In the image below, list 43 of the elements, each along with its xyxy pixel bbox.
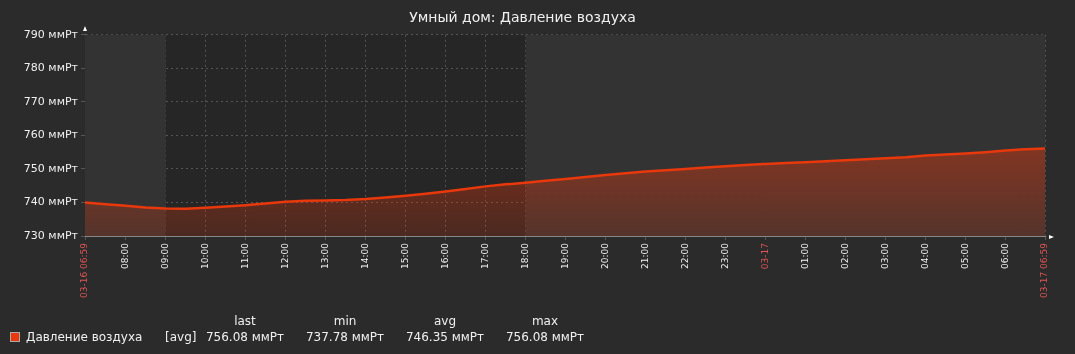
x-tick-label: 15:00 — [400, 242, 411, 269]
x-tick-label: 03-17 — [760, 243, 771, 270]
x-tick-label: 03-16 06:59 — [79, 242, 90, 298]
x-tick-label: 10:00 — [200, 242, 211, 269]
y-tick-label: 760 ммРт — [23, 128, 79, 142]
text: max — [531, 314, 559, 328]
y-tick-label: 770 ммРт — [23, 94, 79, 108]
x-tick-label: 13:00 — [320, 242, 331, 269]
text: [avg] — [165, 330, 197, 344]
x-tick-label: 17:00 — [480, 242, 491, 269]
text: min — [333, 314, 357, 328]
text: 756.08 ммРт — [505, 330, 585, 344]
text: last — [234, 314, 256, 328]
text: 737.78 ммРт — [305, 330, 385, 344]
x-tick-label: 22:00 — [680, 242, 691, 269]
y-tick-label: 730 ммРт — [23, 228, 79, 242]
text: 746.35 ммРт — [405, 330, 485, 344]
x-tick-label: 04:00 — [920, 242, 931, 269]
x-tick-label: 02:00 — [840, 242, 851, 269]
chart-title: Умный дом: Давление воздуха — [409, 9, 636, 26]
x-tick-label: 03-17 06:59 — [1039, 242, 1050, 298]
y-tick-label: 790 ммРт — [23, 27, 79, 41]
x-tick-label: 08:00 — [120, 242, 131, 269]
x-tick-label: 18:00 — [520, 242, 531, 269]
x-tick-label: 06:00 — [1000, 242, 1011, 269]
y-tick-label: 740 ммРт — [23, 195, 79, 209]
x-tick-label: 03:00 — [880, 242, 891, 269]
text: avg — [433, 314, 457, 328]
y-tick-label: 750 ммРт — [23, 161, 79, 175]
x-tick-label: 16:00 — [440, 242, 451, 269]
x-tick-label: 11:00 — [240, 242, 251, 269]
x-tick-label: 19:00 — [560, 242, 571, 269]
legend-label: Давление воздуха — [26, 330, 143, 344]
y-tick-label: 780 ммРт — [23, 61, 79, 75]
x-tick-label: 14:00 — [360, 242, 371, 269]
x-tick-label: 09:00 — [160, 242, 171, 269]
text: 756.08 ммРт — [205, 330, 285, 344]
x-tick-label: 23:00 — [720, 242, 731, 269]
x-tick-label: 21:00 — [640, 242, 651, 269]
x-tick-label: 12:00 — [280, 242, 291, 269]
x-tick-label: 20:00 — [600, 242, 611, 269]
x-tick-label: 05:00 — [960, 242, 971, 269]
x-tick-label: 01:00 — [800, 242, 811, 269]
